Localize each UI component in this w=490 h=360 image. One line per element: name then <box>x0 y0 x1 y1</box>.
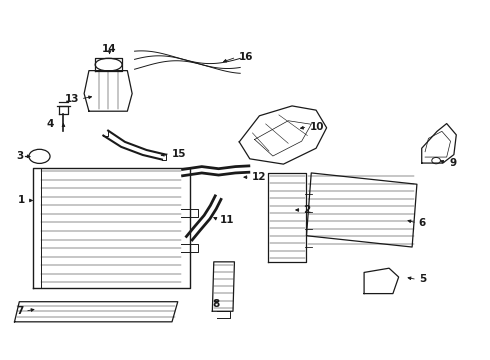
Text: 11: 11 <box>220 215 235 225</box>
Text: 12: 12 <box>252 172 267 182</box>
Text: 16: 16 <box>239 52 254 62</box>
Text: 3: 3 <box>16 151 23 161</box>
Text: 7: 7 <box>16 306 23 316</box>
Text: 15: 15 <box>172 149 187 158</box>
Text: 2: 2 <box>304 205 311 215</box>
Text: 8: 8 <box>212 299 220 309</box>
Text: 9: 9 <box>449 158 456 168</box>
Text: 4: 4 <box>47 119 54 129</box>
Text: 5: 5 <box>419 274 426 284</box>
Text: 1: 1 <box>18 195 25 206</box>
Text: 6: 6 <box>419 218 426 228</box>
Text: 10: 10 <box>310 122 324 132</box>
Text: 14: 14 <box>102 44 117 54</box>
Text: 13: 13 <box>65 94 79 104</box>
